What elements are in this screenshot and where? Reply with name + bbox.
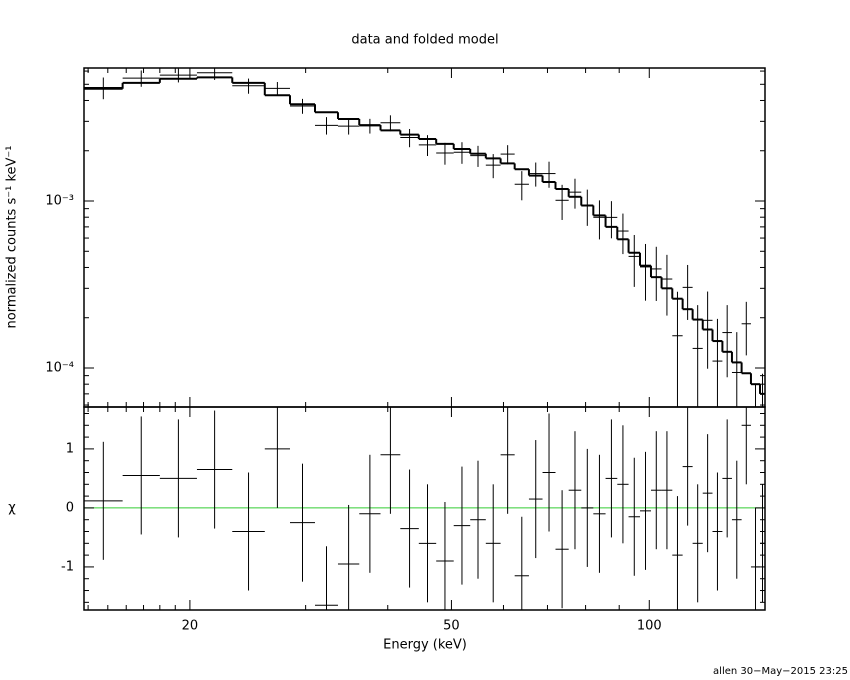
x-tick-label: 50 <box>443 619 460 634</box>
y-tick-label: 1 <box>66 441 74 456</box>
y-tick-label: 0 <box>66 500 74 515</box>
x-axis-label: Energy (keV) <box>383 638 467 653</box>
residual-axis-label: χ <box>8 501 16 516</box>
chart-title: data and folded model <box>351 33 498 48</box>
x-tick-label: 20 <box>182 619 199 634</box>
plot-frame <box>83 67 766 408</box>
residual-plot <box>84 407 765 610</box>
x-tick-label: 100 <box>637 619 662 634</box>
y-tick-label: 10⁻³ <box>45 194 74 209</box>
y-tick-label: -1 <box>61 559 74 574</box>
plot-frame <box>83 406 766 611</box>
y-axis-label: normalized counts s⁻¹ keV⁻¹ <box>5 146 20 329</box>
top-plot <box>84 68 765 407</box>
footnote: allen 30−May−2015 23:25 <box>713 666 848 677</box>
y-tick-label: 10⁻⁴ <box>45 360 74 375</box>
axes: 20 50 100 10⁻³ 10⁻⁴ -1 0 1 <box>45 67 766 634</box>
